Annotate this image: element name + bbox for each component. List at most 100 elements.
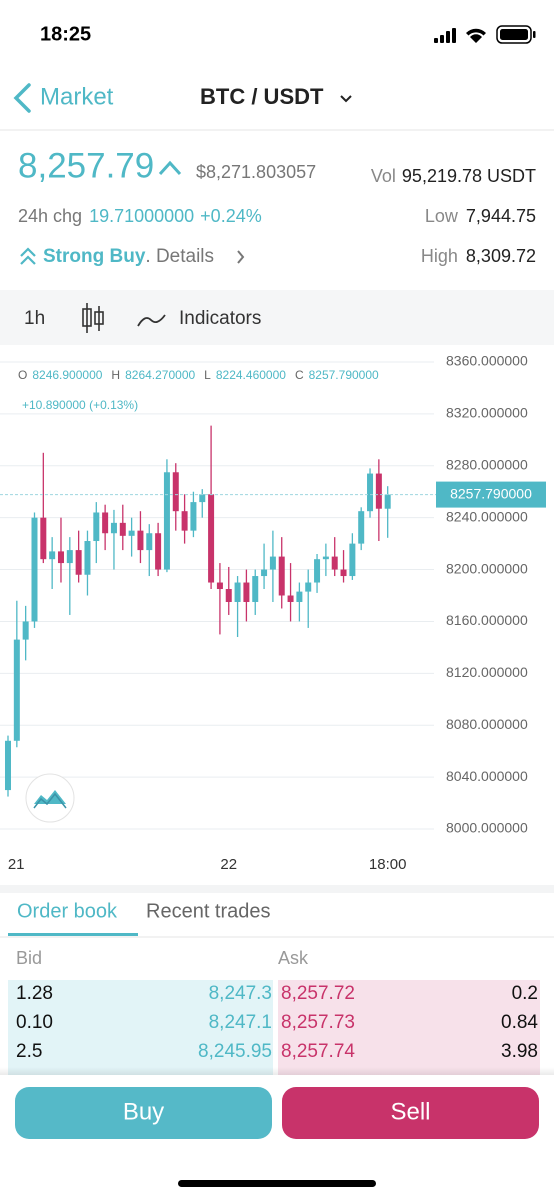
candle-body [163,472,170,570]
ask-price: 8,257.72 [281,983,355,1004]
fiat-price: $8,271.803057 [196,162,316,182]
toolbar [0,290,554,345]
candle-body [261,569,268,577]
candle-body [13,639,20,741]
tab[interactable]: Recent trades [146,900,271,922]
tab-active[interactable]: Order book [17,900,118,922]
last-price-label: 8257.790000 [450,485,532,501]
x-tick-label: 22 [220,856,237,873]
x-tick-label: 18:00 [369,856,407,873]
bid-depth [8,980,273,1075]
status-time: 18:25 [40,23,91,45]
shadow [0,1067,554,1075]
y-tick-label: 8200.000000 [446,560,528,576]
candle-body [93,512,100,542]
y-tick-label: 8080.000000 [446,716,528,732]
ohlc-label: H [111,368,120,382]
indicators-icon[interactable] [137,314,166,327]
y-tick-label: 8160.000000 [446,612,528,628]
ask-amount: 3.98 [501,1041,538,1062]
change-value: 19.71000000 [89,206,194,226]
ohlc-label: C [295,368,304,382]
candle-body [102,512,109,534]
candle-body [119,522,126,536]
back-icon[interactable] [13,83,31,113]
y-tick-label: 8000.000000 [446,820,528,836]
y-tick-label: 8240.000000 [446,508,528,524]
bid-price: 8,245.95 [198,1041,272,1062]
order-book-rows: 1.28 8,247.3 8,257.72 0.2 0.10 8,247.1 8,257.7… [16,983,538,1062]
low-label: Low [425,206,459,226]
high-label: High [421,246,458,266]
change-pct: +0.24% [200,206,262,226]
ask-amount: 0.2 [512,983,538,1004]
candle-body [66,550,73,564]
candle-body [155,533,162,570]
candle-body [331,556,338,570]
interval-button[interactable]: 1h [24,308,45,329]
candle-body [322,556,329,560]
candle-body [252,576,259,602]
candle-body [296,591,303,602]
candle-body [128,530,135,536]
candle-body [49,551,56,560]
candle-body [340,569,347,577]
volume: Vol 95,219.78 USDT [371,166,536,186]
candle-body [31,517,38,622]
candle-body [208,494,215,583]
ohlc-label: L [204,368,211,382]
candle-body [181,511,188,531]
chart-type-button[interactable] [25,773,75,823]
change-label: 24h chg [18,206,82,226]
bid-header: Bid [16,948,42,968]
signal-icon [20,247,36,265]
y-tick-label: 8120.000000 [446,664,528,680]
back-button[interactable]: Market [40,83,114,110]
details-link[interactable]: . Details [145,246,214,267]
change-info: +10.890000 (+0.13%) [22,398,138,412]
ohlc-label: O [18,368,27,382]
signal[interactable]: Strong Buy. Details [43,246,214,267]
candle-body [137,530,144,551]
indicators-button[interactable]: Indicators [179,308,261,329]
candle-body [199,494,206,503]
high: High 8,309.72 [421,246,536,266]
candle-body [146,533,153,551]
bid-amount: 0.10 [16,1012,53,1033]
candle-body [234,582,241,602]
buy-label[interactable]: Buy [123,1098,164,1125]
bid-amount: 1.28 [16,983,53,1004]
high-value: 8,309.72 [466,246,536,266]
bid-price: 8,247.3 [209,983,272,1004]
candle-body [358,511,365,544]
ohlc-value: 8246.900000 [32,368,102,382]
candle-body [278,556,285,596]
change: 24h chg 19.71000000 +0.24% [18,206,262,226]
ask-price: 8,257.74 [281,1041,355,1062]
pair-title[interactable]: BTC / USDT [200,84,324,109]
divider [0,885,554,893]
pair-dropdown-icon[interactable] [340,95,352,103]
y-tick-label: 8280.000000 [446,456,528,472]
signal-text: Strong Buy [43,246,146,267]
candle-body [269,556,276,570]
last-price: 8,257.79 [18,146,154,185]
ohlc-info: O 8246.900000 H 8264.270000 L 8224.460000 C 825… [18,368,379,382]
y-tick-label: 8320.000000 [446,405,528,421]
ask-header: Ask [278,948,309,968]
ohlc-value: 8264.270000 [125,368,195,382]
candle-body [40,517,47,560]
ask-amount: 0.84 [501,1012,538,1033]
low: Low 7,944.75 [425,206,536,226]
candle-body [305,582,312,592]
candle-body [75,550,82,575]
candle-type-button[interactable] [82,303,104,333]
candle-body [22,621,29,640]
ask-depth [278,980,540,1075]
sell-label[interactable]: Sell [390,1098,430,1125]
candle-body [57,551,64,564]
buy-button[interactable] [15,1087,272,1139]
candle-body [225,589,232,602]
sell-button[interactable] [282,1087,539,1139]
ohlc-value: 8224.460000 [216,368,286,382]
